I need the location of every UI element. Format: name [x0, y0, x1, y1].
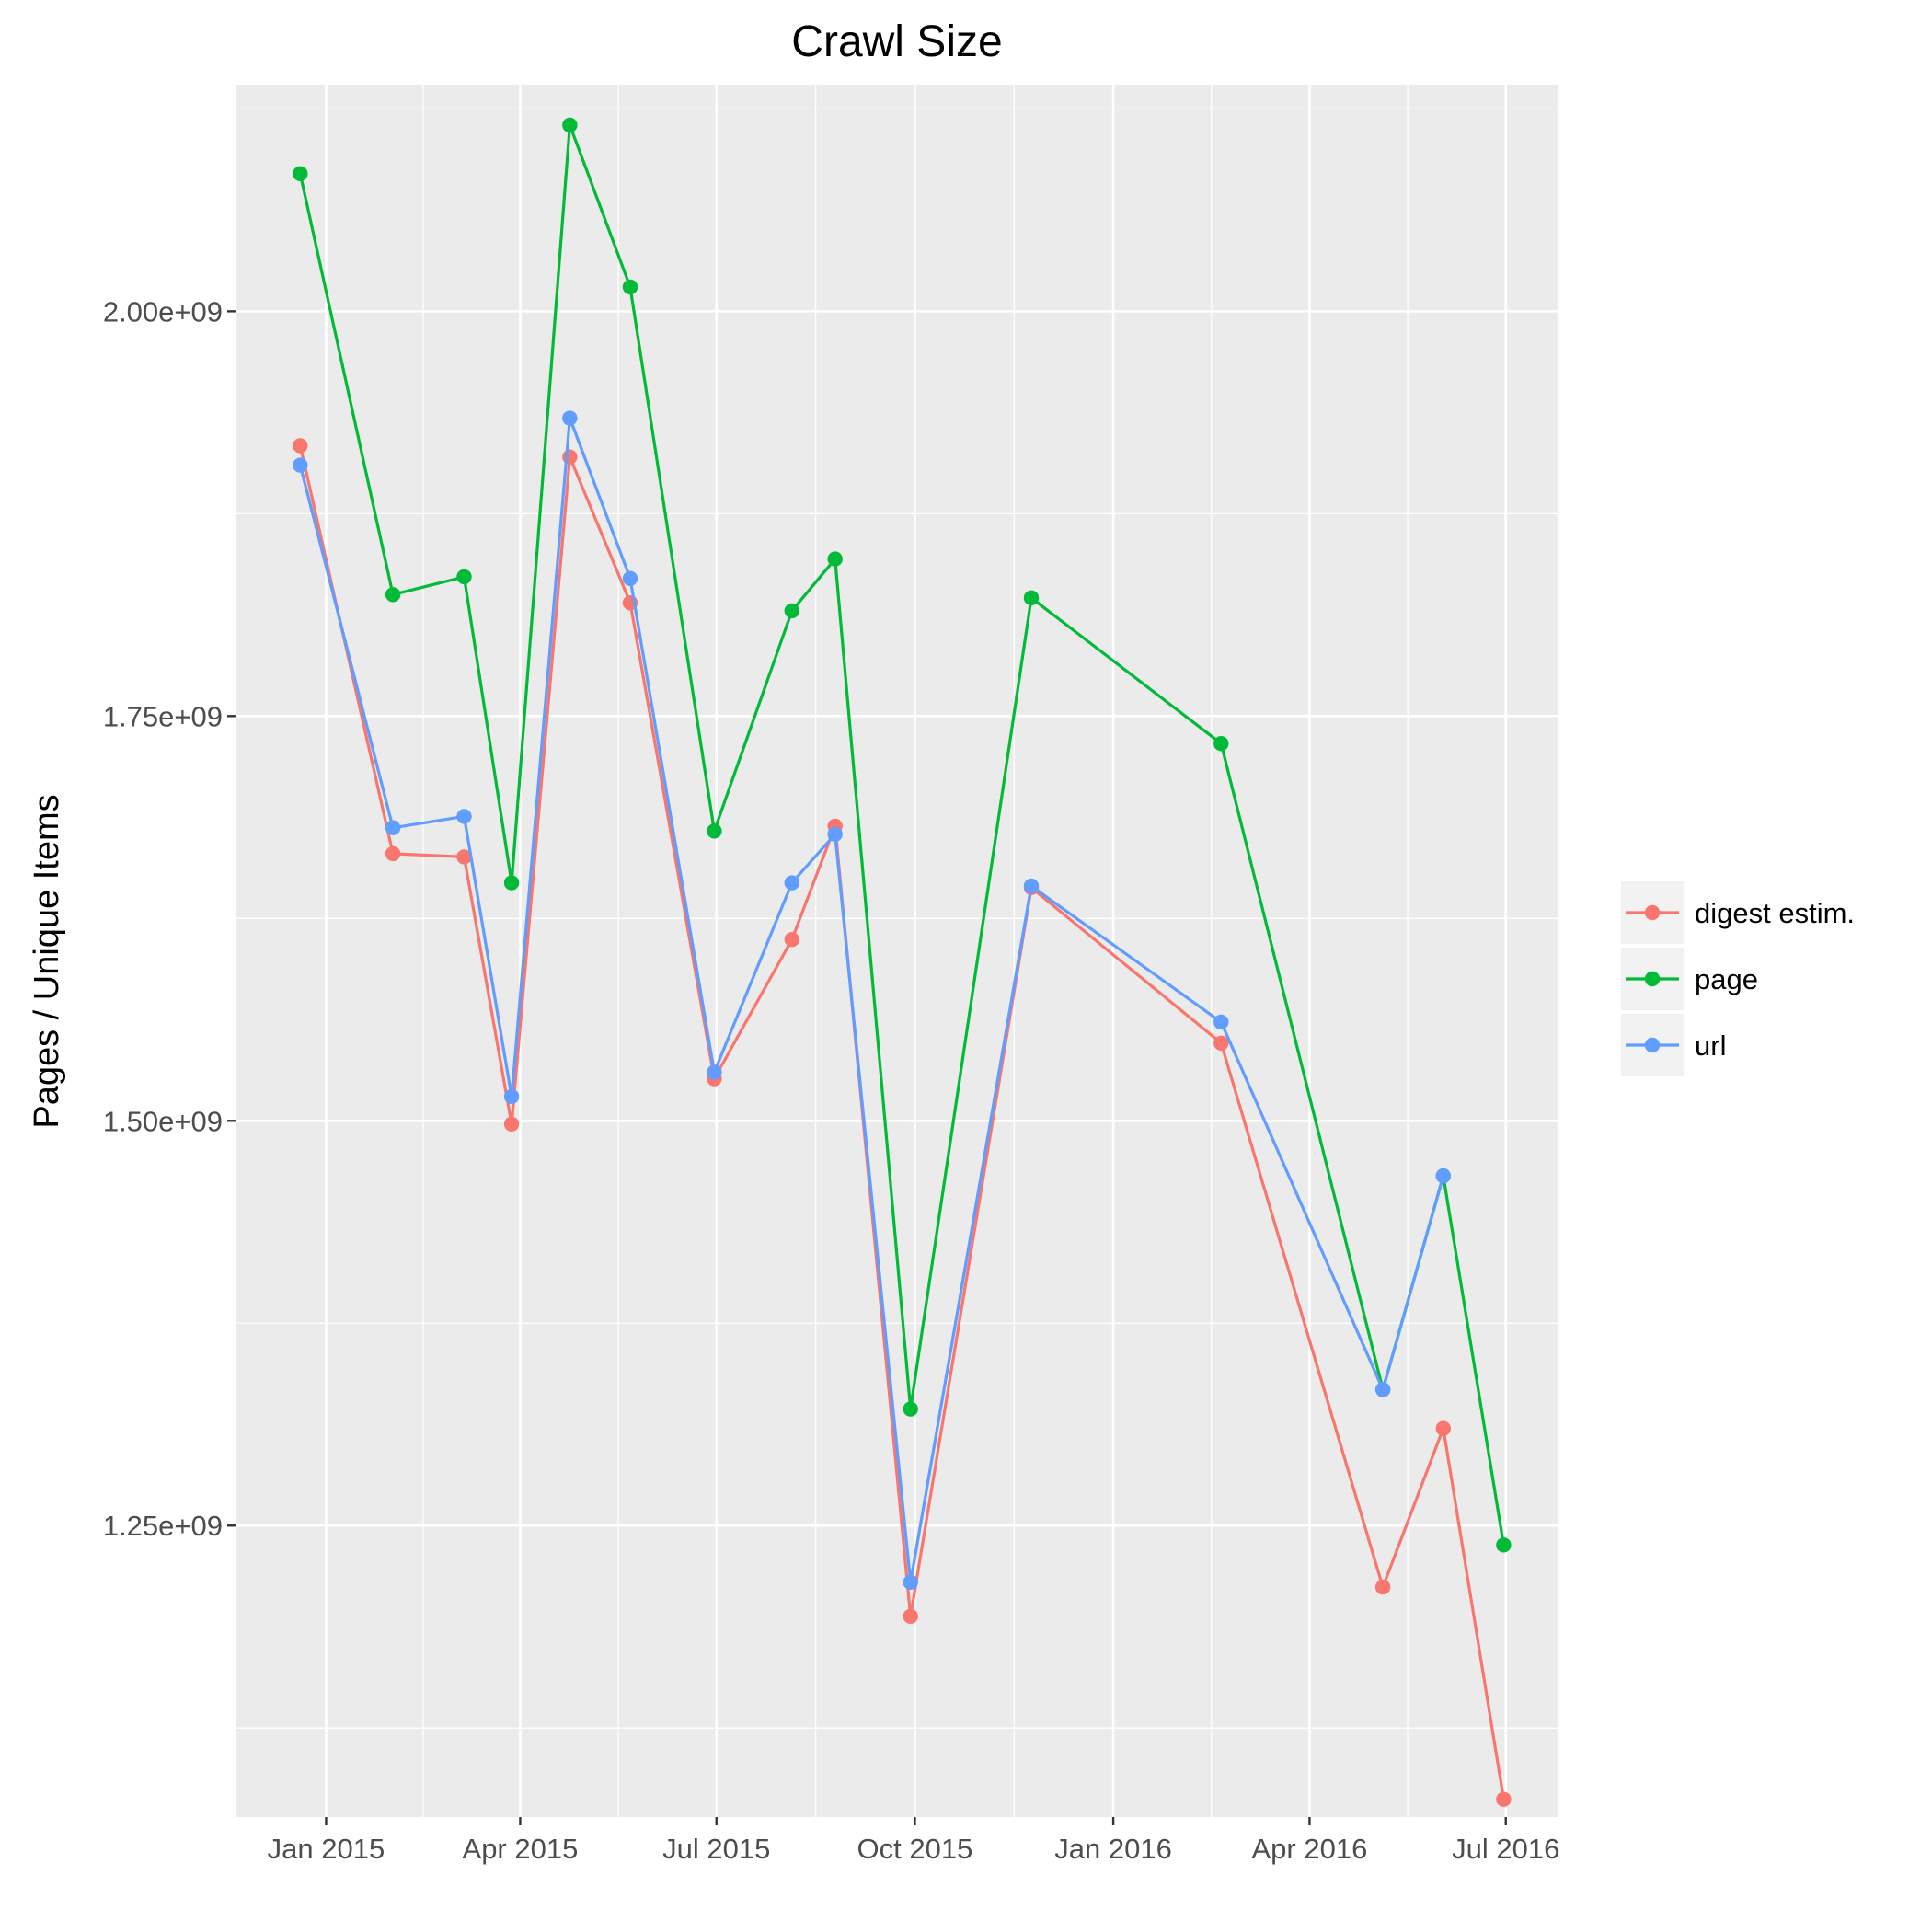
data-point	[1213, 1014, 1229, 1030]
series-page	[293, 117, 1512, 1553]
data-point	[903, 1574, 918, 1591]
x-tick-label: Jan 2016	[1054, 1833, 1172, 1865]
y-tick-label: 1.25e+09	[103, 1510, 223, 1542]
data-point	[784, 603, 800, 619]
y-axis-title: Pages / Unique Items	[28, 794, 66, 1128]
legend-label: url	[1695, 1029, 1726, 1062]
data-point	[1496, 1537, 1512, 1553]
data-point	[707, 823, 722, 839]
data-point	[1435, 1167, 1451, 1184]
data-point	[562, 117, 578, 133]
y-tick-label: 1.75e+09	[103, 700, 223, 732]
data-point	[293, 438, 308, 454]
x-tick-label: Jan 2015	[268, 1833, 385, 1865]
series-url	[293, 410, 1451, 1591]
legend-key-point	[1644, 1037, 1661, 1053]
data-point	[562, 449, 578, 465]
data-point	[1374, 1382, 1391, 1397]
x-tick-label: Jul 2016	[1452, 1833, 1559, 1865]
x-tick-label: Apr 2015	[463, 1833, 579, 1865]
y-tick-label: 2.00e+09	[103, 295, 223, 328]
legend-key-point	[1644, 971, 1661, 987]
data-point	[293, 166, 308, 181]
data-point	[1374, 1579, 1391, 1595]
plot-panel	[236, 85, 1558, 1817]
data-point	[827, 551, 843, 567]
data-point	[903, 1608, 918, 1624]
data-point	[622, 570, 638, 586]
legend: digest estim. page url	[1621, 881, 1855, 1076]
data-point	[503, 1116, 520, 1133]
data-point	[503, 875, 520, 891]
data-point	[784, 931, 800, 948]
data-point	[1023, 590, 1040, 606]
data-point	[1435, 1420, 1451, 1436]
data-point	[827, 826, 843, 842]
x-tick-label: Jul 2015	[662, 1833, 770, 1865]
data-point	[562, 410, 578, 426]
legend-label: page	[1695, 963, 1758, 995]
data-point	[503, 1088, 520, 1105]
data-point	[385, 820, 401, 835]
legend-key-point	[1644, 904, 1661, 921]
x-tick-label: Apr 2016	[1252, 1833, 1368, 1865]
legend-label: digest estim.	[1695, 897, 1855, 929]
series-line	[298, 416, 1445, 1584]
data-point	[1496, 1791, 1512, 1807]
chart-title: Crawl Size	[791, 17, 1002, 66]
data-point	[456, 569, 472, 585]
data-point	[622, 279, 638, 295]
data-point	[903, 1401, 918, 1417]
data-point	[456, 809, 472, 824]
data-point	[385, 587, 401, 603]
data-point	[385, 845, 401, 862]
data-point	[1213, 1035, 1229, 1052]
data-point	[1213, 736, 1229, 752]
data-point	[707, 1064, 722, 1080]
data-point	[1023, 878, 1040, 894]
data-point	[456, 849, 472, 865]
x-tick-label: Oct 2015	[857, 1833, 973, 1865]
data-point	[784, 875, 800, 891]
y-tick-label: 1.50e+09	[103, 1105, 223, 1137]
plot-panel-group	[236, 85, 1558, 1817]
data-point	[293, 457, 308, 473]
